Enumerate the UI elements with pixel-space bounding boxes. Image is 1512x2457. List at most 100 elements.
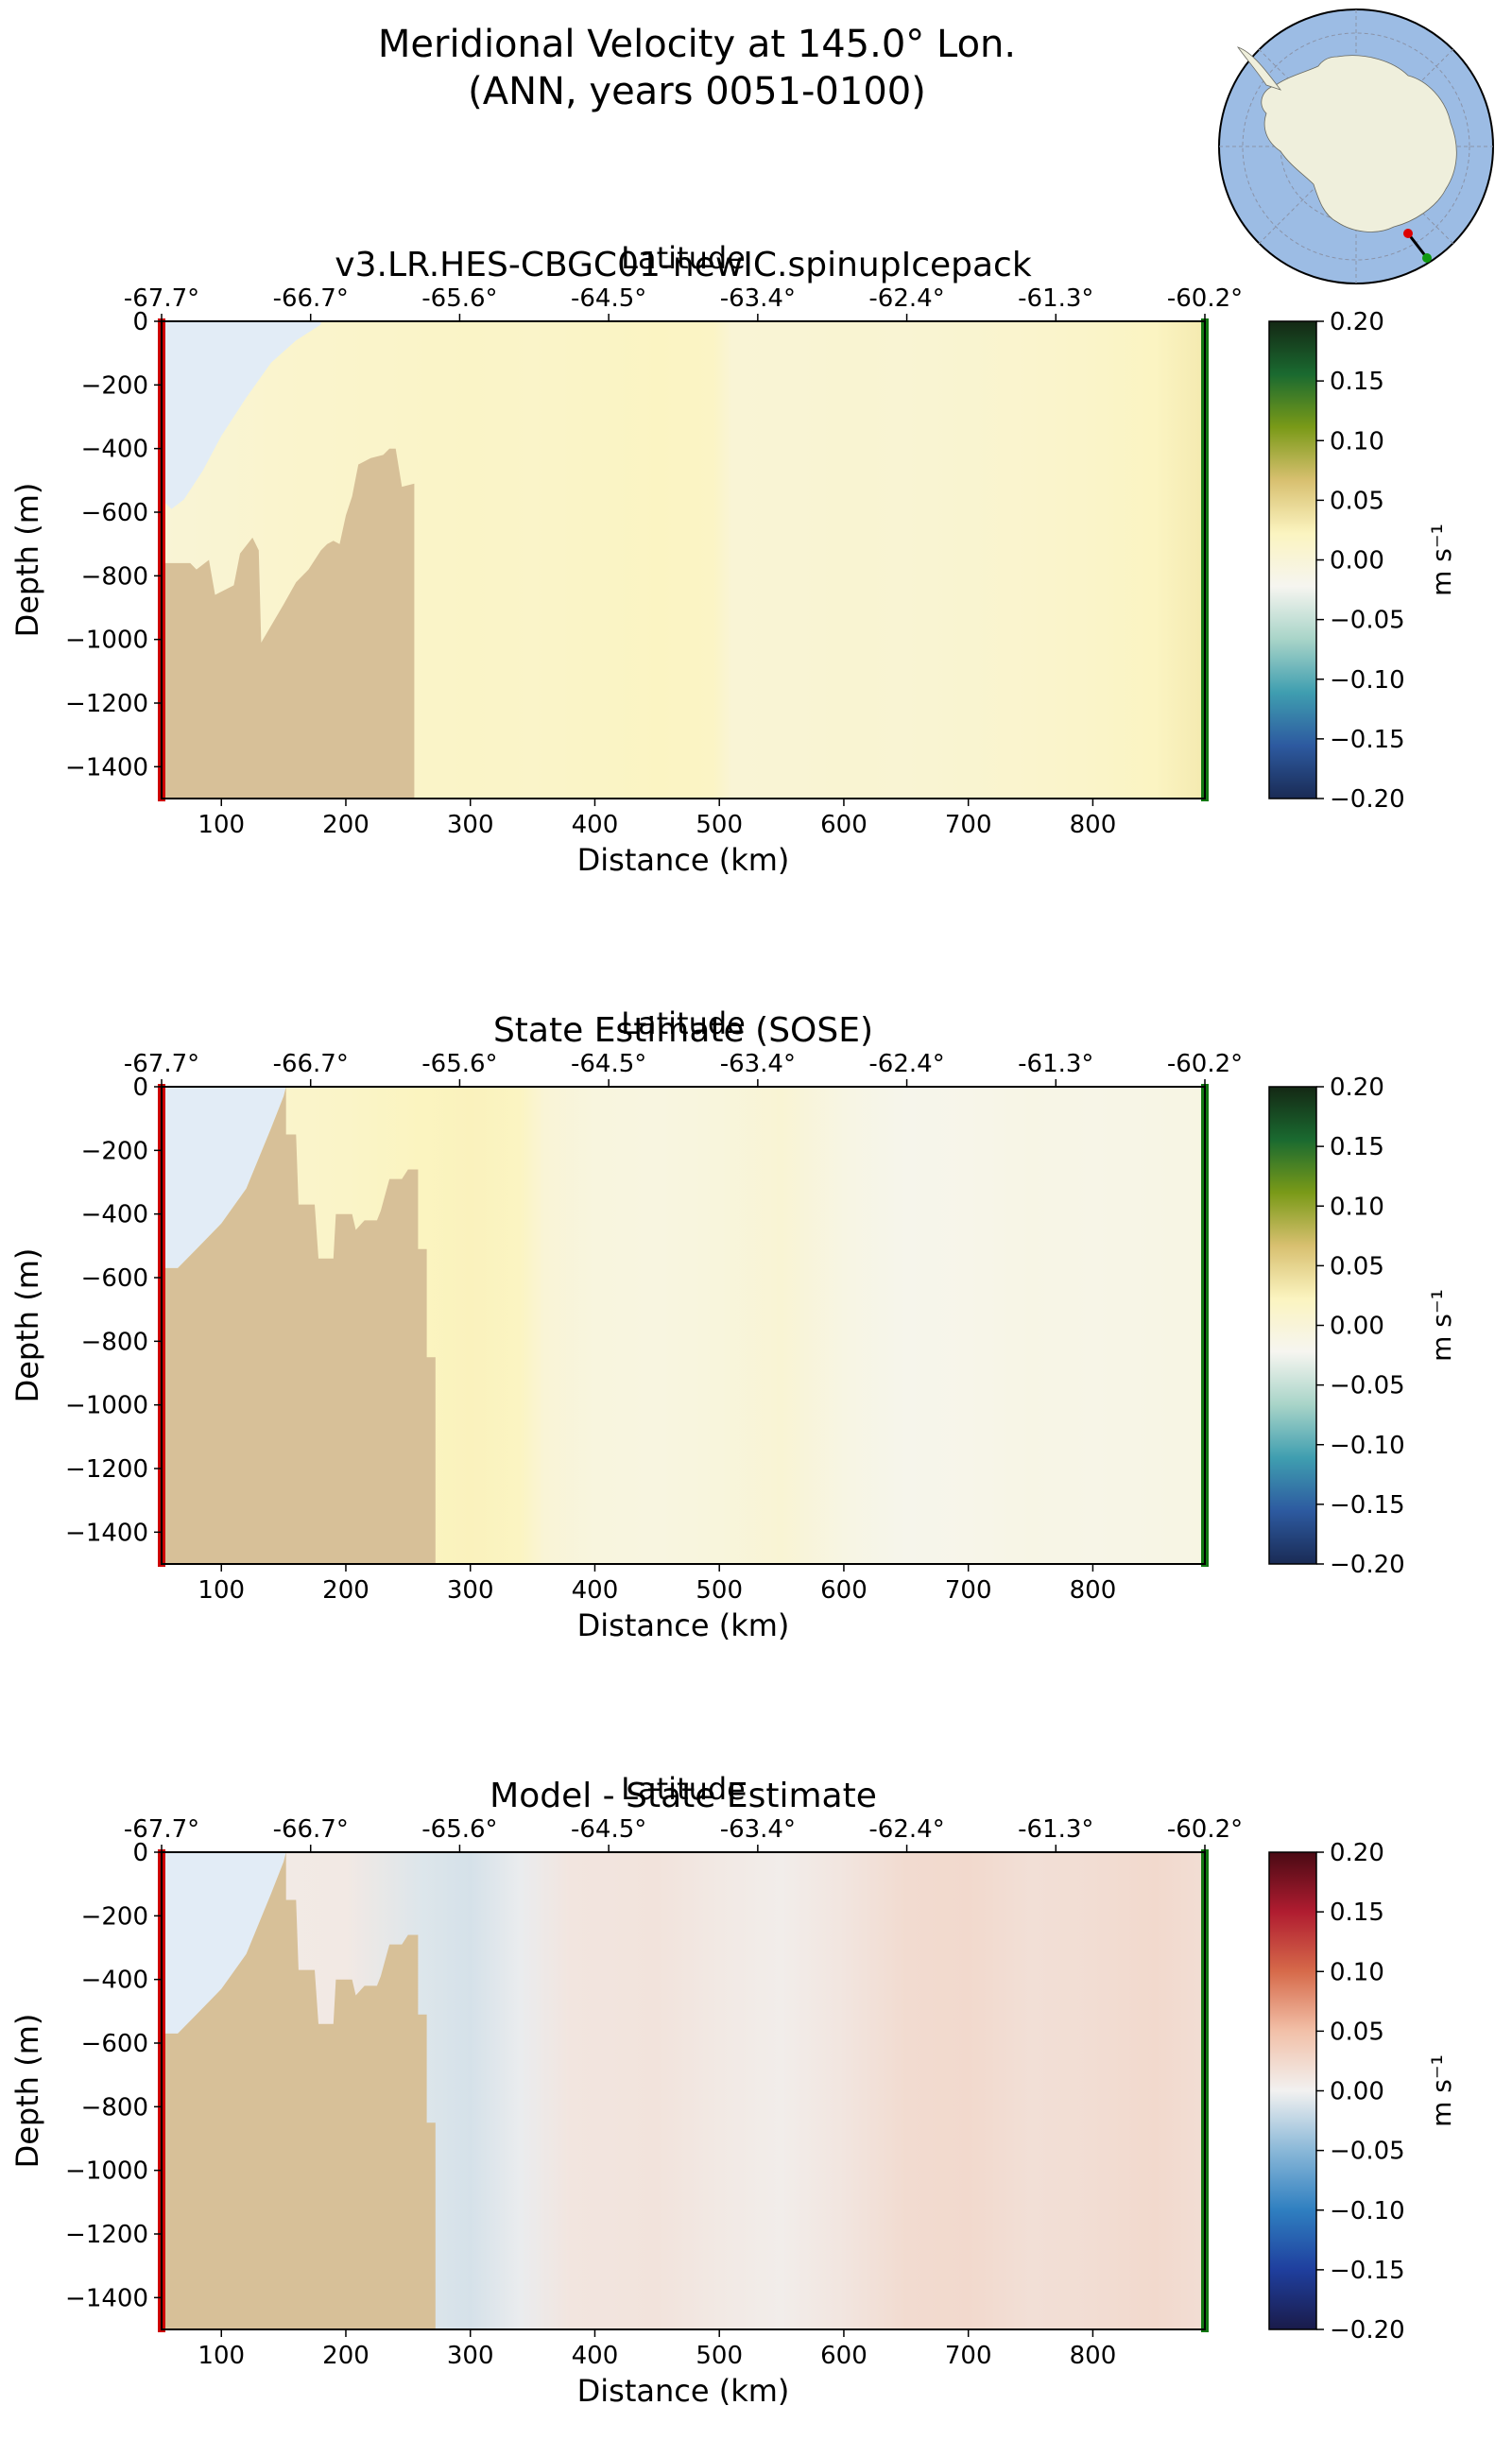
colorbar-tick-label: 0.05 xyxy=(1330,2018,1384,2046)
top-tick-label: -60.2° xyxy=(1167,1050,1243,1078)
top-tick-label: -65.6° xyxy=(421,1050,497,1078)
ice-shelf-cavity xyxy=(162,321,321,509)
y-tick-label: −200 xyxy=(81,1902,148,1931)
chart-panel-2: State Estimate (SOSE) 100 200 300 400 500 600 7… xyxy=(9,1005,1457,1643)
x-tick-label: 400 xyxy=(572,1576,619,1605)
y-tick-label: −800 xyxy=(81,1328,148,1356)
y-tick-label: −800 xyxy=(81,2093,148,2122)
x-tick-label: 800 xyxy=(1070,811,1117,839)
bathymetry-land xyxy=(162,1087,436,1564)
y-tick-label: −400 xyxy=(81,1967,148,1995)
colorbar-tick-label: −0.05 xyxy=(1330,1372,1405,1400)
colorbar-tick-label: −0.20 xyxy=(1330,785,1405,814)
colorbar-tick-label: −0.10 xyxy=(1330,2197,1405,2225)
colorbar-tick-label: −0.20 xyxy=(1330,2316,1405,2345)
transect-end-marker xyxy=(1422,253,1432,263)
y-tick-label: −200 xyxy=(81,371,148,400)
panel-title: Model - State Estimate xyxy=(490,1777,877,1815)
panel-title: v3.LR.HES-CBGC01-newIC.spinupIcepack xyxy=(335,246,1032,284)
colorbar-tick-label: −0.15 xyxy=(1330,726,1405,754)
x-axis-label: Distance (km) xyxy=(577,842,790,878)
y-tick-label: −600 xyxy=(81,1264,148,1293)
y-tick-label: −1200 xyxy=(65,2221,148,2249)
figure-title-line2: (ANN, years 0051-0100) xyxy=(468,70,926,113)
top-axis-label: Latitude xyxy=(621,1005,746,1041)
y-tick-label: −1400 xyxy=(65,1519,148,1547)
panel-title: State Estimate (SOSE) xyxy=(493,1011,873,1050)
colorbar-tick-label: 0.05 xyxy=(1330,487,1384,515)
top-tick-label: -63.4° xyxy=(720,1050,796,1078)
top-tick-label: -60.2° xyxy=(1167,284,1243,313)
top-tick-label: -67.7° xyxy=(124,1050,199,1078)
top-tick-label: -61.3° xyxy=(1018,1050,1093,1078)
x-tick-label: 400 xyxy=(572,2342,619,2370)
x-tick-label: 300 xyxy=(447,2342,494,2370)
top-tick-label: -64.5° xyxy=(571,1815,646,1844)
x-tick-label: 300 xyxy=(447,1576,494,1605)
colorbar-tick-label: 0.05 xyxy=(1330,1252,1384,1280)
top-tick-label: -64.5° xyxy=(571,1050,646,1078)
colorbar-tick-label: 0.15 xyxy=(1330,1899,1384,1927)
colorbar-tick-label: 0.20 xyxy=(1330,1839,1384,1867)
colorbar-tick-label: −0.15 xyxy=(1330,2257,1405,2285)
y-tick-label: −600 xyxy=(81,499,148,527)
y-tick-label: −1200 xyxy=(65,1455,148,1484)
chart-panel-3: Model - State Estimate 100 200 300 400 500 600… xyxy=(9,1771,1457,2409)
x-tick-label: 200 xyxy=(322,1576,369,1605)
antarctic-peninsula-icon xyxy=(1236,46,1282,91)
colorbar-tick-label: 0.10 xyxy=(1330,1193,1384,1221)
chart-panel-1: v3.LR.HES-CBGC01-newIC.spinupIcepack 100 2… xyxy=(9,240,1457,878)
x-tick-label: 100 xyxy=(198,2342,245,2370)
x-tick-label: 200 xyxy=(322,2342,369,2370)
x-tick-label: 600 xyxy=(820,2342,868,2370)
y-tick-label: 0 xyxy=(132,308,148,336)
colorbar xyxy=(1268,1086,1317,1565)
colorbar xyxy=(1268,320,1317,799)
colorbar-tick-label: 0.10 xyxy=(1330,1958,1384,1986)
x-tick-label: 700 xyxy=(945,811,992,839)
x-tick-label: 700 xyxy=(945,1576,992,1605)
x-tick-label: 800 xyxy=(1070,1576,1117,1605)
y-tick-label: 0 xyxy=(132,1074,148,1102)
y-axis-label: Depth (m) xyxy=(9,2014,45,2169)
colorbar-tick-label: −0.15 xyxy=(1330,1491,1405,1520)
x-tick-label: 100 xyxy=(198,1576,245,1605)
colorbar xyxy=(1268,1851,1317,2330)
colorbar-tick-label: 0.00 xyxy=(1330,1313,1384,1341)
y-tick-label: −1400 xyxy=(65,2284,148,2312)
y-axis-label: Depth (m) xyxy=(9,1248,45,1403)
x-tick-label: 500 xyxy=(696,811,743,839)
x-tick-label: 600 xyxy=(820,811,868,839)
top-tick-label: -66.7° xyxy=(273,1050,349,1078)
x-tick-label: 500 xyxy=(696,1576,743,1605)
transect-start-marker xyxy=(1403,229,1413,238)
top-tick-label: -62.4° xyxy=(868,1050,944,1078)
x-tick-label: 500 xyxy=(696,2342,743,2370)
colorbar-tick-label: 0.15 xyxy=(1330,368,1384,396)
y-axis-label: Depth (m) xyxy=(9,483,45,638)
y-tick-label: −200 xyxy=(81,1137,148,1165)
colorbar-tick-label: 0.00 xyxy=(1330,2078,1384,2106)
axes-frame xyxy=(161,1851,1206,2330)
y-tick-label: −1200 xyxy=(65,690,148,718)
colorbar-tick-label: −0.10 xyxy=(1330,666,1405,695)
top-tick-label: -62.4° xyxy=(868,1815,944,1844)
top-axis-label: Latitude xyxy=(621,1771,746,1807)
top-tick-label: -64.5° xyxy=(571,284,646,313)
colorbar-tick-label: −0.05 xyxy=(1330,607,1405,635)
x-tick-label: 700 xyxy=(945,2342,992,2370)
y-tick-label: −800 xyxy=(81,562,148,591)
colorbar-tick-label: −0.10 xyxy=(1330,1432,1405,1460)
y-tick-label: −1000 xyxy=(65,2157,148,2186)
top-axis-label: Latitude xyxy=(621,240,746,276)
colorbar-tick-label: −0.05 xyxy=(1330,2138,1405,2166)
top-tick-label: -62.4° xyxy=(868,284,944,313)
colorbar-tick-label: 0.00 xyxy=(1330,547,1384,576)
bathymetry-land xyxy=(162,448,415,799)
top-tick-label: -61.3° xyxy=(1018,1815,1093,1844)
transect-line xyxy=(1406,232,1429,259)
x-tick-label: 600 xyxy=(820,1576,868,1605)
top-tick-label: -60.2° xyxy=(1167,1815,1243,1844)
ice-shelf-cavity xyxy=(162,1087,286,1268)
